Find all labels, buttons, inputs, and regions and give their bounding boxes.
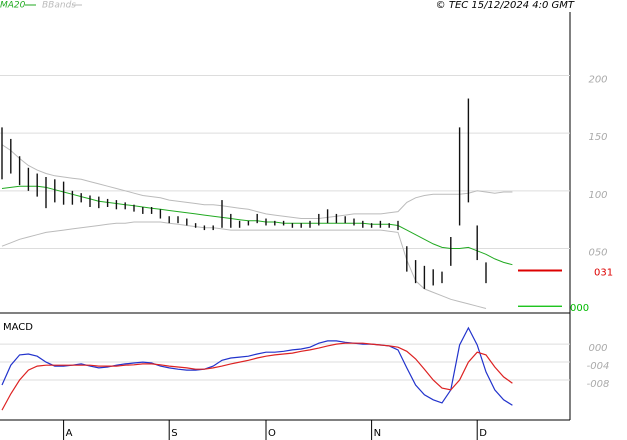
y-tick-label: 050 — [588, 248, 607, 259]
x-tick-label: D — [479, 428, 487, 439]
band-upper — [1, 144, 513, 219]
y-tick-label: -008 — [587, 379, 610, 390]
y-tick-label: 200 — [588, 74, 607, 85]
y-tick-label: 100 — [588, 190, 607, 201]
x-tick-label: A — [66, 428, 73, 439]
y-tick-label: -004 — [587, 361, 610, 372]
marker-label: 000 — [570, 303, 589, 314]
legend-label: BBands — [42, 1, 76, 11]
y-tick-label: 150 — [588, 132, 607, 143]
x-tick-label: S — [171, 428, 177, 439]
x-tick-label: O — [268, 428, 276, 439]
marker-label: 031 — [594, 267, 613, 278]
x-tick-label: N — [374, 428, 381, 439]
y-tick-label: 000 — [588, 343, 607, 354]
chart-title: © TEC 15/12/2024 4:0 GMT — [436, 0, 575, 11]
macd-title: MACD — [3, 322, 33, 333]
band-lower — [1, 221, 487, 309]
legend-label: MA20 — [0, 1, 26, 11]
macd-line — [1, 342, 513, 411]
